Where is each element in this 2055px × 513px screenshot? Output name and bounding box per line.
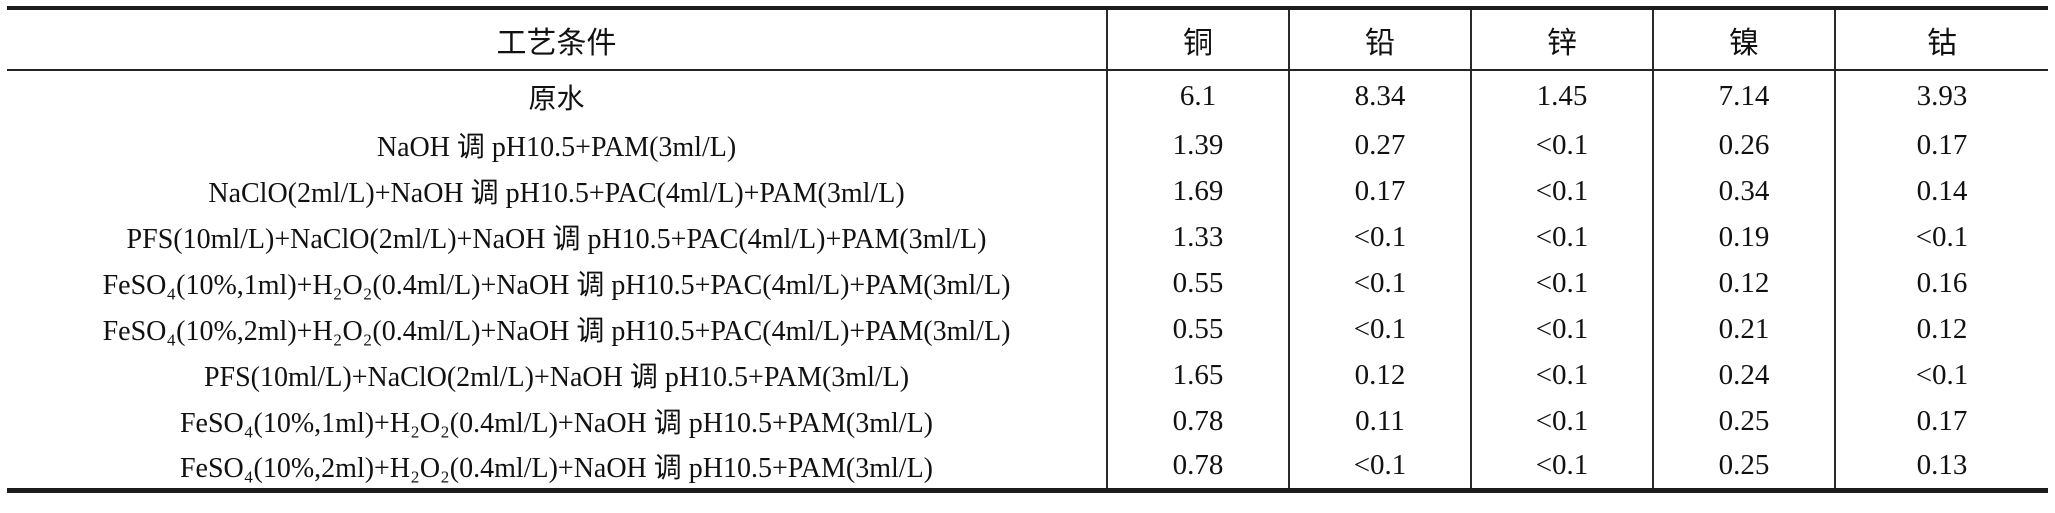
- value-cell: <0.1: [1470, 398, 1653, 444]
- condition-cell: PFS(10ml/L)+NaClO(2ml/L)+NaOH 调 pH10.5+P…: [203, 362, 910, 393]
- condition-cell: FeSO₄(10%,1ml)+H₂O₂(0.4ml/L)+NaOH 调 pH10…: [179, 408, 934, 439]
- value-cell: 1.69: [1106, 168, 1289, 214]
- value-cell: 0.11: [1288, 398, 1471, 444]
- condition-cell: NaClO(2ml/L)+NaOH 调 pH10.5+PAC(4ml/L)+PA…: [208, 178, 905, 209]
- value-cell: 0.17: [1288, 168, 1471, 214]
- value-cell: 3.93: [1834, 70, 2048, 122]
- value-cell: <0.1: [1288, 444, 1471, 490]
- value-cell: <0.1: [1470, 168, 1653, 214]
- value-cell: 0.25: [1652, 398, 1835, 444]
- value-cell: <0.1: [1834, 214, 2048, 260]
- value-cell: 0.78: [1106, 398, 1289, 444]
- table-row: FeSO₄(10%,1ml)+H₂O₂(0.4ml/L)+NaOH 调 pH10…: [7, 398, 2048, 444]
- header-cell-zinc: 锌: [1470, 8, 1653, 71]
- value-cell: 0.17: [1834, 122, 2048, 168]
- table-row: PFS(10ml/L)+NaClO(2ml/L)+NaOH 调 pH10.5+P…: [7, 352, 2048, 398]
- value-cell: 0.19: [1652, 214, 1835, 260]
- value-cell: <0.1: [1470, 306, 1653, 352]
- value-cell: 0.34: [1652, 168, 1835, 214]
- value-cell: 0.26: [1652, 122, 1835, 168]
- value-cell: 1.33: [1106, 214, 1289, 260]
- value-cell: 8.34: [1288, 70, 1471, 122]
- condition-cell: PFS(10ml/L)+NaClO(2ml/L)+NaOH 调 pH10.5+P…: [126, 224, 987, 255]
- value-cell: 7.14: [1652, 70, 1835, 122]
- condition-cell: FeSO₄(10%,2ml)+H₂O₂(0.4ml/L)+NaOH 调 pH10…: [179, 452, 934, 484]
- value-cell: <0.1: [1470, 214, 1653, 260]
- value-cell: 0.12: [1652, 260, 1835, 306]
- header-cell-lead: 铅: [1288, 8, 1471, 71]
- value-cell: 0.12: [1834, 306, 2048, 352]
- value-cell: <0.1: [1288, 260, 1471, 306]
- value-cell: <0.1: [1470, 444, 1653, 490]
- table-row: FeSO₄(10%,1ml)+H₂O₂(0.4ml/L)+NaOH 调 pH10…: [7, 260, 2048, 306]
- value-cell: <0.1: [1470, 352, 1653, 398]
- table-row: NaClO(2ml/L)+NaOH 调 pH10.5+PAC(4ml/L)+PA…: [7, 168, 2048, 214]
- value-cell: 6.1: [1106, 70, 1289, 122]
- value-cell: <0.1: [1470, 260, 1653, 306]
- value-cell: 0.21: [1652, 306, 1835, 352]
- value-cell: <0.1: [1288, 306, 1471, 352]
- value-cell: 0.55: [1106, 306, 1289, 352]
- value-cell: 0.16: [1834, 260, 2048, 306]
- table-row: FeSO₄(10%,2ml)+H₂O₂(0.4ml/L)+NaOH 调 pH10…: [7, 444, 2048, 490]
- value-cell: <0.1: [1834, 352, 2048, 398]
- condition-cell: NaOH 调 pH10.5+PAM(3ml/L): [376, 132, 737, 163]
- results-table-container: 工艺条件 铜 铅 锌 镍 钴 原水 6.1 8.34 1.45 7.14 3.9…: [7, 6, 2048, 493]
- value-cell: 0.17: [1834, 398, 2048, 444]
- header-cell-copper: 铜: [1106, 8, 1289, 71]
- table-row: PFS(10ml/L)+NaClO(2ml/L)+NaOH 调 pH10.5+P…: [7, 214, 2048, 260]
- value-cell: <0.1: [1288, 214, 1471, 260]
- value-cell: 0.55: [1106, 260, 1289, 306]
- table-row: 原水 6.1 8.34 1.45 7.14 3.93: [7, 70, 2048, 122]
- condition-cell: FeSO₄(10%,2ml)+H₂O₂(0.4ml/L)+NaOH 调 pH10…: [102, 316, 1011, 347]
- value-cell: 0.24: [1652, 352, 1835, 398]
- value-cell: 1.65: [1106, 352, 1289, 398]
- header-cell-nickel: 镍: [1652, 8, 1835, 71]
- header-cell-condition: 工艺条件: [7, 8, 1107, 71]
- header-row: 工艺条件 铜 铅 锌 镍 钴: [7, 8, 2048, 71]
- process-conditions-metal-table: 工艺条件 铜 铅 锌 镍 钴 原水 6.1 8.34 1.45 7.14 3.9…: [7, 6, 2048, 493]
- value-cell: 0.12: [1288, 352, 1471, 398]
- value-cell: 0.27: [1288, 122, 1471, 168]
- header-cell-cobalt: 钴: [1834, 8, 2048, 71]
- value-cell: 1.45: [1470, 70, 1653, 122]
- table-row: NaOH 调 pH10.5+PAM(3ml/L) 1.39 0.27 <0.1 …: [7, 122, 2048, 168]
- value-cell: 0.13: [1834, 444, 2048, 490]
- condition-cell: 原水: [528, 83, 585, 115]
- value-cell: 1.39: [1106, 122, 1289, 168]
- condition-cell: FeSO₄(10%,1ml)+H₂O₂(0.4ml/L)+NaOH 调 pH10…: [102, 270, 1011, 301]
- value-cell: 0.25: [1652, 444, 1835, 490]
- table-row: FeSO₄(10%,2ml)+H₂O₂(0.4ml/L)+NaOH 调 pH10…: [7, 306, 2048, 352]
- value-cell: <0.1: [1470, 122, 1653, 168]
- value-cell: 0.78: [1106, 444, 1289, 490]
- value-cell: 0.14: [1834, 168, 2048, 214]
